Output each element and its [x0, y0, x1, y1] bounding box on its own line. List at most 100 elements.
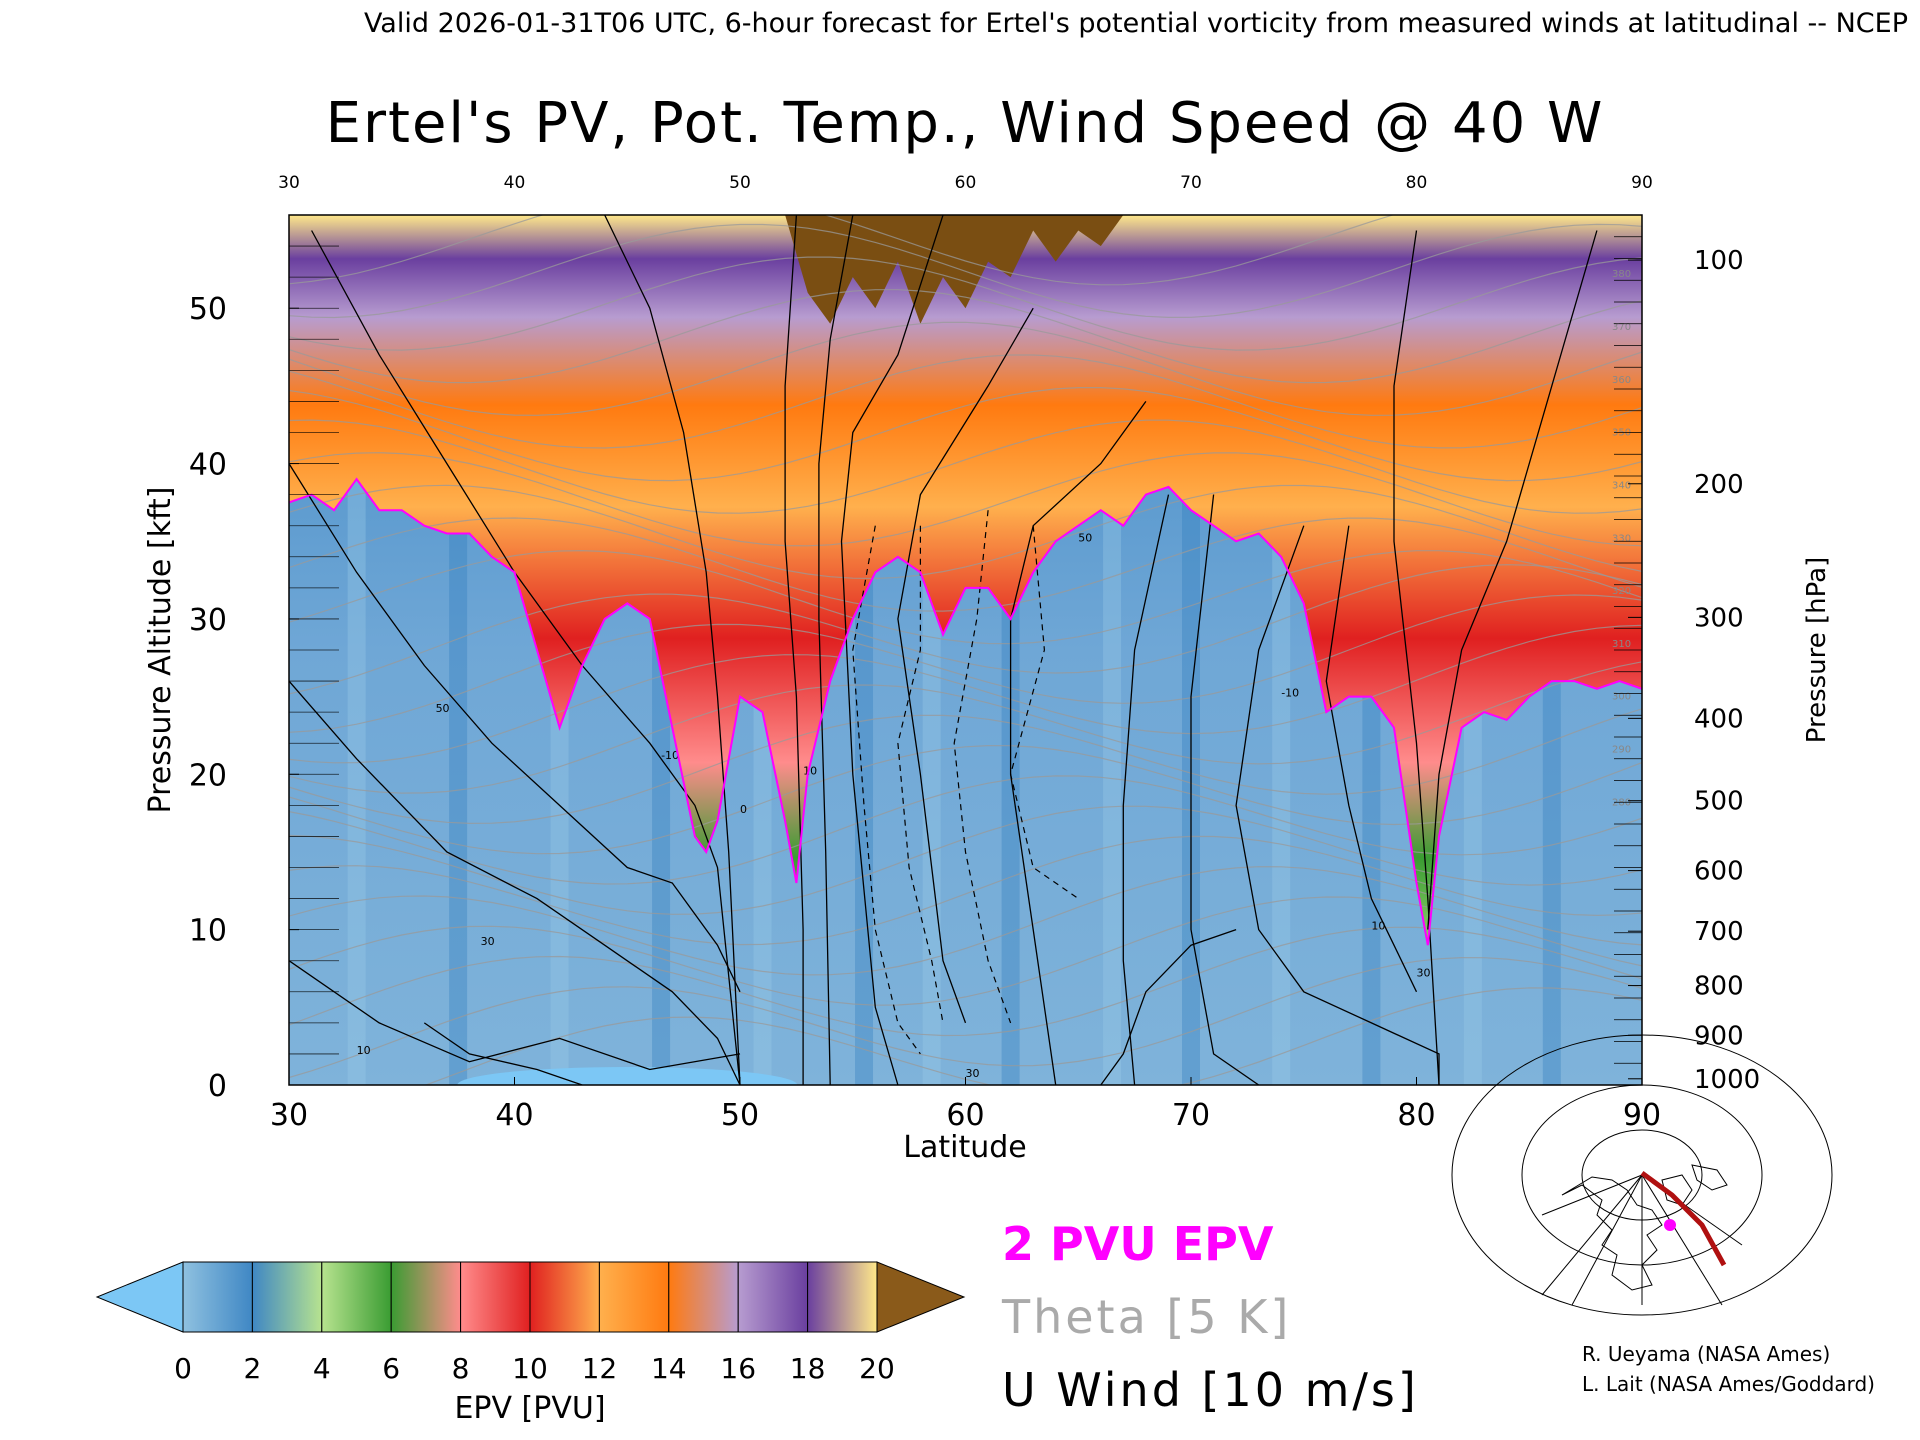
colorbar: 0 2 4 6 8 10 12 14 16 18 20: [95, 1261, 966, 1385]
x-top-tick-label: 70: [1180, 173, 1202, 193]
theta-label: 310: [1612, 639, 1631, 650]
legend-pvu: 2 PVU EPV: [1002, 1217, 1274, 1271]
theta-contour: [289, 387, 1642, 482]
theta-contour: [289, 866, 1642, 976]
legend-wind: U Wind [10 m/s]: [1002, 1363, 1419, 1417]
theta-contour: [289, 805, 1642, 915]
x-tick-label: 40: [495, 1098, 533, 1133]
wind-contour-negative: [852, 525, 921, 1055]
theta-contour: [289, 215, 1395, 286]
theta-label: 380: [1612, 269, 1631, 280]
colorbar-tick-label: 14: [651, 1352, 687, 1385]
colorbar-tick-label: 8: [452, 1352, 470, 1385]
inset-map: [1451, 1034, 1833, 1316]
theta-contour: [289, 956, 1642, 1079]
high-pv-band: [785, 215, 1124, 324]
p-tick-label: 100: [1694, 246, 1744, 276]
theta-contour: [289, 744, 1642, 855]
theta-contour: [289, 896, 1642, 1006]
wind-contour: [604, 215, 741, 1085]
y-axis-label-right: Pressure [hPa]: [1802, 557, 1832, 744]
theta-contour: [289, 452, 1642, 547]
colorbar-tick-label: 18: [790, 1352, 826, 1385]
wind-label: 0: [740, 803, 747, 816]
colorbar-tick-label: 20: [859, 1352, 895, 1385]
theta-label: 350: [1612, 428, 1631, 439]
p-tick-label: 800: [1694, 972, 1744, 1002]
wind-contour: [897, 307, 1034, 1024]
colorbar-tick-label: 4: [313, 1352, 331, 1385]
theta-contour: [289, 256, 1642, 351]
x-tick-label: 80: [1397, 1098, 1435, 1133]
p-tick-label: 200: [1694, 470, 1744, 500]
colorbar-segment: [598, 1261, 670, 1333]
wind-contour: [1122, 494, 1170, 1085]
wind-label: 10: [1371, 920, 1385, 933]
theta-contour: [289, 419, 1642, 514]
wind-label: 30: [966, 1067, 980, 1080]
colorbar-tick-label: 12: [582, 1352, 618, 1385]
chart-title: Ertel's PV, Pot. Temp., Wind Speed @ 40 …: [326, 91, 1605, 156]
wind-contour: [1235, 525, 1440, 1085]
theta-label: 290: [1612, 745, 1631, 756]
wind-contour: [289, 463, 741, 993]
y-tick-label: 0: [208, 1069, 227, 1104]
colorbar-segment: [737, 1261, 809, 1333]
colorbar-segment: [251, 1261, 323, 1333]
valid-time-header: Valid 2026-01-31T06 UTC, 6-hour forecast…: [364, 8, 1908, 39]
x-tick-label: 50: [721, 1098, 759, 1133]
colorbar-under-arrow: [95, 1261, 184, 1333]
theta-contour: [289, 354, 1642, 449]
theta-label: 280: [1612, 797, 1631, 808]
wind-contour: [289, 960, 741, 1071]
wind-contour-negative: [953, 510, 1012, 1024]
y-tick-label: 40: [189, 448, 227, 483]
theta-contour: [289, 321, 1642, 416]
x-top-tick-label: 30: [278, 173, 300, 193]
wind-contour: [1427, 230, 1598, 930]
wind-contour: [1100, 928, 1237, 1085]
theta-contour: [289, 549, 1642, 645]
colorbar-segment: [390, 1261, 462, 1333]
wind-label: 10: [803, 764, 817, 777]
x-axis-label: Latitude: [903, 1130, 1026, 1165]
colorbar-tick-label: 16: [720, 1352, 756, 1385]
colorbar-label: EPV [PVU]: [454, 1391, 605, 1426]
theta-contour: [289, 594, 1642, 733]
wind-label: 30: [1417, 966, 1431, 979]
legend-theta: Theta [5 K]: [1001, 1290, 1291, 1344]
y-axis-label-left: Pressure Altitude [kft]: [143, 487, 178, 814]
wind-contour: [840, 215, 944, 1085]
colorbar-segment: [321, 1261, 392, 1333]
y-tick-label: 50: [189, 292, 227, 327]
x-top-tick-label: 50: [729, 173, 751, 193]
colorbar-tick-label: 2: [243, 1352, 261, 1385]
x-tick-label: 70: [1172, 1098, 1210, 1133]
colorbar-tick-label: 10: [512, 1352, 548, 1385]
theta-contour: [289, 517, 1642, 612]
p-tick-label: 500: [1694, 787, 1744, 817]
colorbar-over-arrow: [876, 1261, 966, 1333]
x-top-tick-label: 40: [504, 173, 526, 193]
theta-contour: [289, 624, 1642, 764]
location-marker: [1664, 1219, 1676, 1231]
theta-label: 330: [1612, 533, 1631, 544]
x-top-tick-label: 90: [1631, 173, 1653, 193]
p-tick-label: 300: [1694, 603, 1744, 633]
wind-label: 50: [1078, 531, 1092, 544]
credit-line-1: R. Ueyama (NASA Ames): [1582, 1342, 1830, 1366]
wind-label: 50: [436, 702, 450, 715]
theta-contour: [289, 564, 1642, 695]
credit-line-2: L. Lait (NASA Ames/Goddard): [1582, 1372, 1875, 1396]
colorbar-tick-label: 6: [382, 1352, 400, 1385]
theta-contour: [289, 661, 1642, 794]
wind-contour: [818, 215, 854, 1085]
theta-label: 340: [1612, 480, 1631, 491]
colorbar-segment: [668, 1261, 739, 1333]
theta-label: 320: [1612, 586, 1631, 597]
colorbar-segment: [182, 1261, 253, 1333]
x-top-tick-label: 80: [1406, 173, 1428, 193]
p-tick-label: 700: [1694, 917, 1744, 947]
wind-contour: [1325, 525, 1418, 993]
